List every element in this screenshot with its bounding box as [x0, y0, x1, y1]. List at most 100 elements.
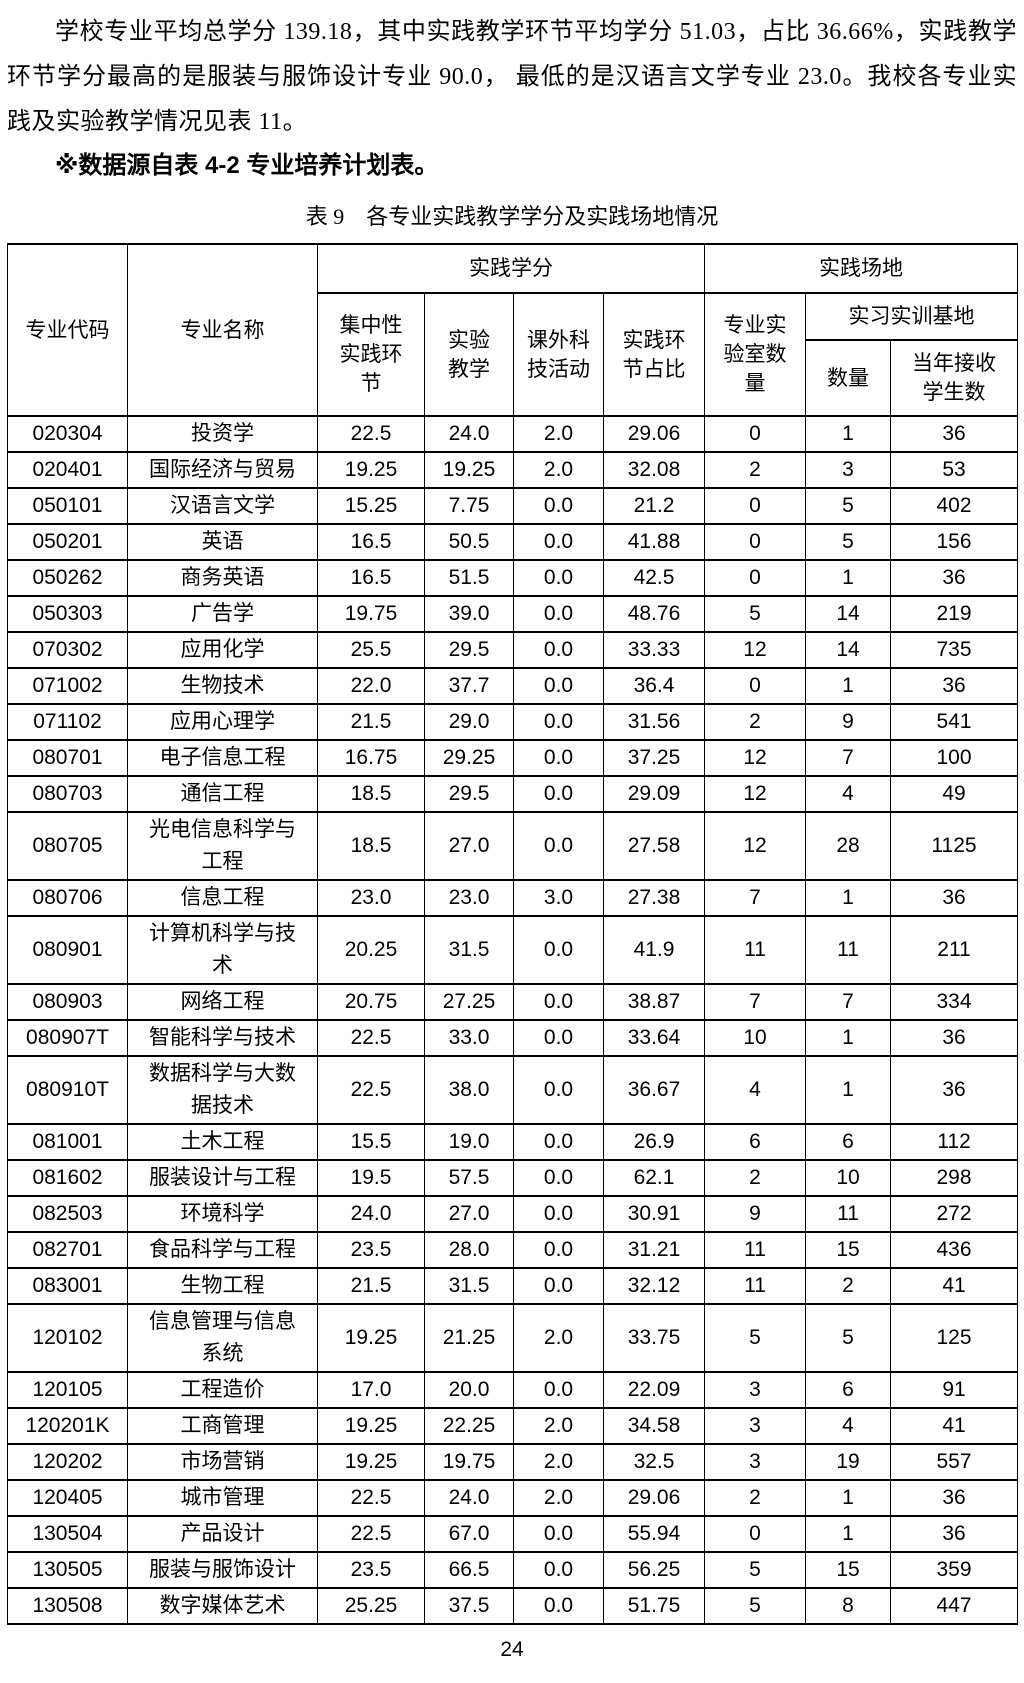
cell-training-base-count: 1: [805, 1055, 891, 1125]
cell-practice-ratio: 29.09: [603, 775, 705, 813]
cell-practice-ratio: 27.58: [603, 811, 705, 881]
cell-lab-count: 3: [704, 1371, 806, 1409]
cell-major-name: 应用化学: [127, 631, 318, 669]
cell-concentrated-practice-credits: 17.0: [317, 1371, 425, 1409]
cell-extracurricular-credits: 2.0: [513, 1443, 604, 1481]
cell-concentrated-practice-credits: 22.5: [317, 1055, 425, 1125]
cell-students-received: 735: [889, 631, 1019, 669]
cell-extracurricular-credits: 0.0: [513, 631, 604, 669]
cell-major-name: 数据科学与大数据技术: [127, 1055, 318, 1125]
table-row: 080705 光电信息科学与工程 18.5 27.0 0.0 27.58 12 …: [7, 811, 1019, 881]
header-row-groups: 专业代码 专业名称 实践学分 实践场地: [7, 243, 1019, 417]
table-row: 130508 数字媒体艺术 25.25 37.5 0.0 51.75 5 8 4…: [7, 1587, 1019, 1625]
table-row: 050201 英语 16.5 50.5 0.0 41.88 0 5 156: [7, 523, 1019, 561]
cell-extracurricular-credits: 0.0: [513, 703, 604, 741]
cell-major-code: 070302: [7, 631, 128, 669]
cell-lab-count: 2: [704, 703, 806, 741]
cell-lab-count: 2: [704, 451, 806, 489]
cell-extracurricular-credits: 0.0: [513, 523, 604, 561]
cell-lab-count: 10: [704, 1019, 806, 1057]
table-row: 082701 食品科学与工程 23.5 28.0 0.0 31.21 11 15…: [7, 1231, 1019, 1269]
cell-practice-ratio: 33.33: [603, 631, 705, 669]
header-students-received: 当年接收 学生数: [889, 339, 1019, 417]
cell-students-received: 36: [889, 1019, 1019, 1057]
cell-students-received: 125: [889, 1303, 1019, 1373]
cell-practice-ratio: 41.9: [603, 915, 705, 985]
cell-practice-ratio: 48.76: [603, 595, 705, 633]
cell-lab-count: 7: [704, 983, 806, 1021]
cell-experiment-teaching-credits: 28.0: [424, 1231, 514, 1269]
cell-extracurricular-credits: 0.0: [513, 667, 604, 705]
cell-experiment-teaching-credits: 31.5: [424, 1267, 514, 1305]
cell-major-code: 083001: [7, 1267, 128, 1305]
cell-experiment-teaching-credits: 22.25: [424, 1407, 514, 1445]
cell-students-received: 41: [889, 1267, 1019, 1305]
cell-extracurricular-credits: 0.0: [513, 1123, 604, 1161]
cell-major-code: 080705: [7, 811, 128, 881]
header-major-name: 专业名称: [127, 243, 318, 417]
cell-major-code: 080903: [7, 983, 128, 1021]
table-row: 120102 信息管理与信息系统 19.25 21.25 2.0 33.75 5…: [7, 1303, 1019, 1373]
cell-lab-count: 0: [704, 559, 806, 597]
cell-major-code: 050201: [7, 523, 128, 561]
cell-practice-ratio: 22.09: [603, 1371, 705, 1409]
cell-training-base-count: 8: [805, 1587, 891, 1625]
cell-lab-count: 6: [704, 1123, 806, 1161]
cell-concentrated-practice-credits: 19.5: [317, 1159, 425, 1197]
cell-lab-count: 0: [704, 523, 806, 561]
cell-major-code: 020401: [7, 451, 128, 489]
cell-major-code: 080703: [7, 775, 128, 813]
cell-major-code: 120102: [7, 1303, 128, 1373]
cell-experiment-teaching-credits: 21.25: [424, 1303, 514, 1373]
cell-major-name: 数字媒体艺术: [127, 1587, 318, 1625]
cell-experiment-teaching-credits: 67.0: [424, 1515, 514, 1553]
cell-concentrated-practice-credits: 24.0: [317, 1195, 425, 1233]
cell-extracurricular-credits: 0.0: [513, 1231, 604, 1269]
cell-experiment-teaching-credits: 51.5: [424, 559, 514, 597]
cell-extracurricular-credits: 2.0: [513, 415, 604, 453]
cell-practice-ratio: 42.5: [603, 559, 705, 597]
cell-lab-count: 12: [704, 775, 806, 813]
cell-concentrated-practice-credits: 25.5: [317, 631, 425, 669]
cell-concentrated-practice-credits: 25.25: [317, 1587, 425, 1625]
cell-major-name: 服装与服饰设计: [127, 1551, 318, 1589]
cell-students-received: 100: [889, 739, 1019, 777]
cell-major-name: 城市管理: [127, 1479, 318, 1517]
header-row-leaf: 数量 当年接收 学生数: [8, 339, 1019, 417]
cell-major-name: 市场营销: [127, 1443, 318, 1481]
table-row: 020304 投资学 22.5 24.0 2.0 29.06 0 1 36: [7, 415, 1019, 453]
cell-concentrated-practice-credits: 20.25: [317, 915, 425, 985]
cell-lab-count: 5: [704, 1551, 806, 1589]
cell-students-received: 219: [889, 595, 1019, 633]
cell-training-base-count: 1: [805, 879, 891, 917]
cell-lab-count: 12: [704, 739, 806, 777]
cell-extracurricular-credits: 0.0: [513, 1371, 604, 1409]
cell-training-base-count: 14: [805, 631, 891, 669]
cell-training-base-count: 5: [805, 1303, 891, 1373]
cell-lab-count: 9: [704, 1195, 806, 1233]
cell-extracurricular-credits: 0.0: [513, 1019, 604, 1057]
cell-training-base-count: 5: [805, 523, 891, 561]
cell-experiment-teaching-credits: 29.5: [424, 775, 514, 813]
cell-extracurricular-credits: 3.0: [513, 879, 604, 917]
header-group-practice-credits: 实践学分: [317, 243, 705, 294]
data-source-note: ※数据源自表 4-2 专业培养计划表。: [55, 152, 439, 179]
cell-experiment-teaching-credits: 27.0: [424, 811, 514, 881]
cell-extracurricular-credits: 0.0: [513, 1515, 604, 1553]
cell-training-base-count: 11: [805, 1195, 891, 1233]
cell-experiment-teaching-credits: 37.7: [424, 667, 514, 705]
cell-major-code: 082701: [7, 1231, 128, 1269]
cell-concentrated-practice-credits: 19.25: [317, 451, 425, 489]
cell-concentrated-practice-credits: 19.25: [317, 1303, 425, 1373]
cell-lab-count: 3: [704, 1407, 806, 1445]
cell-practice-ratio: 32.5: [603, 1443, 705, 1481]
cell-concentrated-practice-credits: 22.0: [317, 667, 425, 705]
cell-major-name: 生物工程: [127, 1267, 318, 1305]
cell-training-base-count: 1: [805, 559, 891, 597]
cell-practice-ratio: 31.56: [603, 703, 705, 741]
cell-concentrated-practice-credits: 22.5: [317, 1019, 425, 1057]
cell-practice-ratio: 31.21: [603, 1231, 705, 1269]
cell-major-code: 120405: [7, 1479, 128, 1517]
cell-concentrated-practice-credits: 22.5: [317, 415, 425, 453]
cell-students-received: 112: [889, 1123, 1019, 1161]
